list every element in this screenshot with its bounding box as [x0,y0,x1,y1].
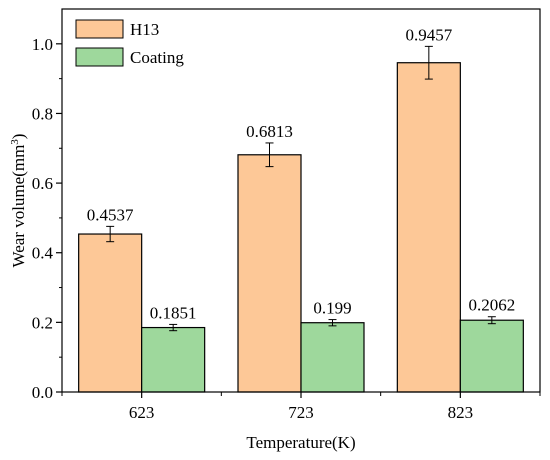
legend-label-h13: H13 [130,20,159,39]
y-tick-label: 1.0 [32,35,53,54]
bar-coating-623 [141,326,206,393]
x-tick-label-823: 823 [448,403,474,422]
y-tick-label: 0.8 [32,104,53,123]
y-axis-title-main: Wear volume(mm [9,145,28,268]
y-tick-label: 0.0 [32,383,53,402]
bar-coating-823 [459,319,524,393]
bar-h13-723 [237,154,302,393]
bar-h13-623 [78,233,143,393]
x-tick-label-723: 723 [288,403,314,422]
data-label-coating-623: 0.1851 [150,303,197,322]
y-tick-label: 0.4 [32,244,54,263]
data-label-h13-823: 0.9457 [405,25,452,44]
legend: H13 Coating [75,19,184,67]
legend-swatch-coating [75,47,124,67]
y-axis-title: Wear volume(mm3) [9,134,28,268]
data-label-h13-623: 0.4537 [87,205,134,224]
bar-h13-823 [396,62,461,393]
x-axis-title: Temperature(K) [246,433,355,452]
y-axis: 0.0 0.2 0.4 0.6 0.8 1.0 [32,35,62,402]
bar-coating-723 [300,322,365,393]
data-label-coating-723: 0.199 [313,299,351,318]
y-axis-title-superscript: 3 [9,139,21,145]
y-tick-label: 0.6 [32,174,53,193]
error-bars-layer [106,45,496,332]
data-labels-layer: 0.4537 0.1851 0.6813 0.199 0.9457 0.2062 [87,25,515,322]
legend-label-coating: Coating [130,48,184,67]
data-label-h13-723: 0.6813 [246,122,293,141]
bars-layer [78,62,524,393]
y-axis-title-tail: ) [9,134,28,140]
x-tick-label-623: 623 [129,403,155,422]
legend-swatch-h13 [75,19,124,39]
y-tick-label: 0.2 [32,313,53,332]
data-label-coating-823: 0.2062 [468,296,515,315]
x-axis: 623 723 823 [61,392,541,422]
